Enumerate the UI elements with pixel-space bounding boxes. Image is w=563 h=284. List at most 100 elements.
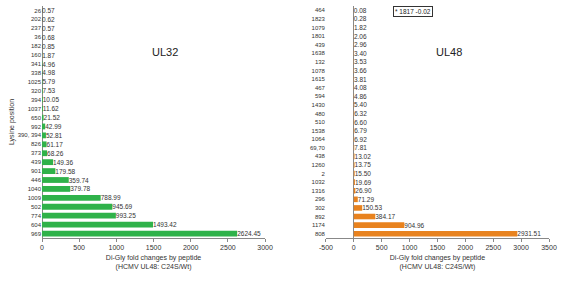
svg-text:379.78: 379.78	[70, 185, 90, 192]
svg-text:1040: 1040	[28, 186, 42, 192]
svg-text:384.17: 384.17	[375, 213, 395, 220]
svg-text:1638: 1638	[312, 50, 326, 56]
svg-text:11.62: 11.62	[43, 105, 59, 112]
svg-text:-500: -500	[319, 244, 333, 251]
svg-text:4.86: 4.86	[354, 93, 367, 100]
svg-text:439: 439	[31, 159, 42, 165]
svg-text:302: 302	[315, 205, 326, 211]
svg-text:0.28: 0.28	[354, 15, 367, 22]
svg-text:808: 808	[315, 231, 326, 237]
svg-text:892: 892	[315, 214, 326, 220]
svg-text:3.53: 3.53	[354, 58, 367, 65]
svg-text:6.92: 6.92	[354, 136, 367, 143]
svg-text:992: 992	[31, 124, 42, 130]
svg-text:2000: 2000	[458, 244, 474, 251]
svg-text:296: 296	[315, 196, 326, 202]
svg-text:1316: 1316	[312, 188, 326, 194]
svg-text:594: 594	[315, 93, 326, 99]
svg-text:500: 500	[376, 244, 388, 251]
svg-text:132: 132	[315, 59, 326, 65]
svg-text:438: 438	[315, 153, 326, 159]
svg-text:1260: 1260	[312, 162, 326, 168]
svg-text:150.53: 150.53	[362, 204, 382, 211]
svg-text:0.57: 0.57	[42, 25, 55, 32]
svg-text:993.25: 993.25	[116, 212, 136, 219]
svg-text:904.96: 904.96	[404, 222, 424, 229]
svg-text:237: 237	[31, 25, 42, 31]
svg-text:338: 338	[31, 70, 42, 76]
svg-text:182: 182	[31, 43, 42, 49]
svg-text:1801: 1801	[312, 33, 326, 39]
svg-text:202: 202	[31, 16, 42, 22]
svg-text:3000: 3000	[513, 244, 529, 251]
svg-text:1079: 1079	[312, 25, 326, 31]
svg-text:2624.45: 2624.45	[237, 230, 261, 237]
svg-text:439: 439	[315, 42, 326, 48]
svg-text:Di-Gly fold changes by peptide: Di-Gly fold changes by peptide(HCMV UL48…	[390, 254, 485, 271]
svg-text:446: 446	[31, 177, 42, 183]
svg-text:6.32: 6.32	[354, 110, 367, 117]
svg-text:341: 341	[31, 61, 42, 67]
svg-text:13.75: 13.75	[355, 161, 372, 168]
svg-text:1009: 1009	[28, 195, 42, 201]
svg-text:2000: 2000	[183, 244, 199, 251]
svg-text:6.60: 6.60	[354, 119, 367, 126]
svg-text:179.58: 179.58	[55, 168, 75, 175]
svg-text:0.85: 0.85	[42, 43, 55, 50]
svg-text:1615: 1615	[312, 76, 326, 82]
svg-text:71.29: 71.29	[358, 196, 375, 203]
svg-text:1823: 1823	[312, 16, 326, 22]
svg-text:0.57: 0.57	[42, 7, 55, 14]
svg-text:26.90: 26.90	[355, 187, 372, 194]
svg-text:4.98: 4.98	[42, 69, 55, 76]
svg-text:1500: 1500	[430, 244, 446, 251]
svg-text:359.74: 359.74	[69, 177, 89, 184]
svg-text:0.08: 0.08	[354, 7, 367, 14]
svg-text:5.40: 5.40	[354, 101, 367, 108]
svg-text:52.81: 52.81	[46, 132, 63, 139]
svg-text:464: 464	[315, 7, 326, 13]
svg-text:5.79: 5.79	[42, 78, 55, 85]
svg-text:1064: 1064	[312, 136, 326, 142]
svg-text:36: 36	[34, 34, 41, 40]
svg-text:774: 774	[31, 213, 42, 219]
svg-text:480: 480	[315, 111, 326, 117]
svg-text:650: 650	[31, 115, 42, 121]
svg-text:26: 26	[34, 8, 41, 14]
svg-text:1000: 1000	[402, 244, 418, 251]
svg-text:1000: 1000	[109, 244, 125, 251]
svg-text:68.26: 68.26	[47, 150, 64, 157]
svg-text:2.96: 2.96	[354, 41, 367, 48]
svg-text:0.62: 0.62	[42, 16, 55, 23]
svg-text:0.68: 0.68	[42, 34, 55, 41]
svg-text:3.40: 3.40	[354, 50, 367, 57]
svg-text:826: 826	[31, 141, 42, 147]
svg-text:6.79: 6.79	[354, 127, 367, 134]
svg-text:4.08: 4.08	[354, 84, 367, 91]
svg-text:320: 320	[31, 88, 42, 94]
svg-text:1.87: 1.87	[42, 52, 55, 59]
svg-text:0: 0	[40, 244, 44, 251]
svg-text:* 1817 -0.02: * 1817 -0.02	[395, 8, 431, 15]
svg-text:160: 160	[31, 52, 42, 58]
svg-text:3000: 3000	[257, 244, 273, 251]
svg-text:1.82: 1.82	[354, 24, 367, 31]
svg-text:788.99: 788.99	[101, 194, 121, 201]
svg-text:UL32: UL32	[152, 46, 178, 58]
svg-text:467: 467	[315, 85, 326, 91]
svg-text:21.52: 21.52	[44, 114, 61, 121]
svg-text:3500: 3500	[541, 244, 557, 251]
svg-text:1174: 1174	[312, 222, 326, 228]
svg-text:3.81: 3.81	[354, 76, 367, 83]
svg-text:Di-Gly fold changes by peptide: Di-Gly fold changes by peptide(HCMV UL48…	[106, 254, 201, 271]
svg-text:1538: 1538	[312, 128, 326, 134]
svg-text:7.53: 7.53	[43, 87, 56, 94]
svg-text:Lysine position: Lysine position	[8, 99, 16, 145]
svg-text:69,70: 69,70	[310, 145, 326, 151]
svg-text:1493.42: 1493.42	[153, 221, 177, 228]
svg-text:4.96: 4.96	[42, 61, 55, 68]
svg-text:2500: 2500	[220, 244, 236, 251]
svg-text:7.81: 7.81	[354, 144, 367, 151]
svg-text:61.17: 61.17	[47, 141, 64, 148]
svg-text:2500: 2500	[485, 244, 501, 251]
